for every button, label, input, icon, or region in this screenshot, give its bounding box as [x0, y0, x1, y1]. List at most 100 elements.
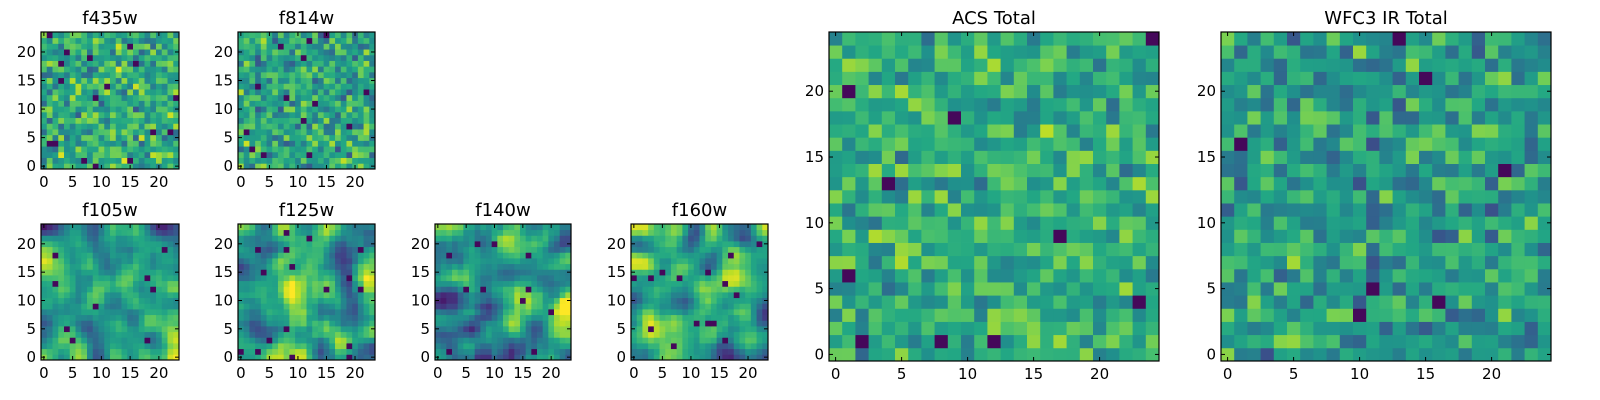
- heatmap-cell: [352, 146, 359, 153]
- heatmap-cell: [1326, 32, 1341, 46]
- heatmap-cell: [750, 224, 757, 231]
- heatmap-cell: [463, 314, 470, 321]
- heatmap-cell: [133, 331, 140, 338]
- heatmap-cell: [329, 269, 336, 276]
- heatmap-cell: [52, 146, 59, 153]
- heatmap-cell: [756, 269, 763, 276]
- heatmap-cell: [255, 123, 262, 130]
- heatmap-cell: [369, 66, 376, 73]
- heatmap-cell: [335, 224, 342, 231]
- heatmap-cell: [480, 337, 487, 344]
- heatmap-cell: [295, 258, 302, 265]
- heatmap-cell: [699, 286, 706, 293]
- heatmap-cell: [1287, 334, 1301, 349]
- heatmap-cell: [81, 49, 88, 56]
- heatmap-cell: [357, 100, 364, 107]
- heatmap-cell: [1511, 242, 1525, 257]
- heatmap-cell: [659, 337, 666, 344]
- heatmap-cell: [1040, 45, 1054, 59]
- heatmap-cell: [144, 252, 151, 259]
- heatmap-cell: [150, 43, 157, 50]
- heatmap-cell: [255, 337, 262, 344]
- heatmap-cell: [1445, 268, 1459, 283]
- heatmap-cell: [1300, 347, 1314, 362]
- heatmap-cell: [312, 292, 319, 299]
- heatmap-cell: [329, 343, 336, 350]
- heatmap-cell: [1287, 229, 1301, 243]
- heatmap-cell: [161, 157, 168, 164]
- heatmap-cell: [1458, 347, 1473, 362]
- heatmap-cell: [277, 258, 285, 265]
- heatmap-cell: [750, 309, 757, 316]
- heatmap-cell: [842, 163, 856, 178]
- heatmap-cell: [64, 292, 71, 299]
- heatmap-cell: [716, 320, 723, 327]
- heatmap-cell: [1471, 334, 1486, 349]
- heatmap-cell: [1419, 45, 1433, 59]
- heatmap-cell: [167, 280, 174, 287]
- heatmap-cell: [739, 229, 746, 236]
- heatmap-cell: [87, 123, 94, 130]
- heatmap-cell: [554, 235, 561, 242]
- heatmap-cell: [306, 320, 313, 327]
- heatmap-cell: [676, 354, 683, 361]
- heatmap-cell: [881, 58, 896, 72]
- heatmap-cell: [150, 157, 157, 164]
- heatmap-cell: [842, 242, 856, 257]
- heatmap-cell: [756, 348, 763, 355]
- heatmap-cell: [855, 58, 869, 72]
- heatmap-cell: [895, 84, 909, 99]
- heatmap-cell: [156, 229, 163, 236]
- heatmap-cell: [312, 348, 319, 355]
- heatmap-cell: [150, 100, 157, 107]
- heatmap-cell: [300, 83, 307, 90]
- heatmap-cell: [842, 282, 856, 296]
- heatmap-cell: [908, 255, 922, 270]
- heatmap-cell: [1053, 321, 1067, 336]
- heatmap-cell: [52, 235, 59, 242]
- heatmap-cell: [1326, 150, 1341, 164]
- heatmap-cell: [329, 224, 336, 231]
- heatmap-cell: [1040, 176, 1054, 191]
- heatmap-cell: [716, 263, 723, 270]
- heatmap-cell: [138, 37, 145, 44]
- heatmap-cell: [636, 320, 643, 327]
- heatmap-cell: [312, 246, 319, 253]
- heatmap-cell: [260, 224, 267, 231]
- heatmap-cell: [537, 309, 544, 316]
- heatmap-cell: [670, 348, 678, 355]
- heatmap-cell: [631, 303, 638, 310]
- heatmap-cell: [693, 252, 700, 259]
- heatmap-cell: [1339, 347, 1354, 362]
- x-tick-label: 0: [39, 364, 49, 382]
- heatmap-cell: [710, 229, 718, 236]
- heatmap-cell: [98, 89, 105, 96]
- heatmap-cell: [1027, 97, 1041, 112]
- heatmap-cell: [1498, 268, 1512, 283]
- heatmap-cell: [440, 337, 447, 344]
- heatmap-cell: [64, 326, 71, 333]
- heatmap-cell: [1419, 295, 1433, 309]
- heatmap-cell: [829, 255, 843, 270]
- heatmap-cell: [323, 37, 330, 44]
- heatmap-cell: [961, 150, 975, 164]
- heatmap-cell: [750, 354, 757, 361]
- heatmap-cell: [659, 326, 666, 333]
- heatmap-cell: [352, 331, 359, 338]
- heatmap-cell: [255, 100, 262, 107]
- heatmap-cell: [138, 229, 145, 236]
- heatmap-cell: [352, 229, 359, 236]
- heatmap-cell: [300, 100, 307, 107]
- heatmap-cell: [457, 280, 464, 287]
- heatmap-cell: [110, 60, 117, 67]
- heatmap-cell: [1287, 71, 1301, 86]
- heatmap-cell: [474, 320, 481, 327]
- heatmap-cell: [52, 275, 59, 282]
- heatmap-cell: [295, 123, 302, 130]
- heatmap-cell: [1537, 97, 1552, 112]
- heatmap-cell: [716, 326, 723, 333]
- heatmap-cell: [317, 106, 325, 113]
- heatmap-cell: [104, 163, 111, 170]
- heatmap-cell: [363, 354, 370, 361]
- heatmap-cell: [1353, 124, 1367, 138]
